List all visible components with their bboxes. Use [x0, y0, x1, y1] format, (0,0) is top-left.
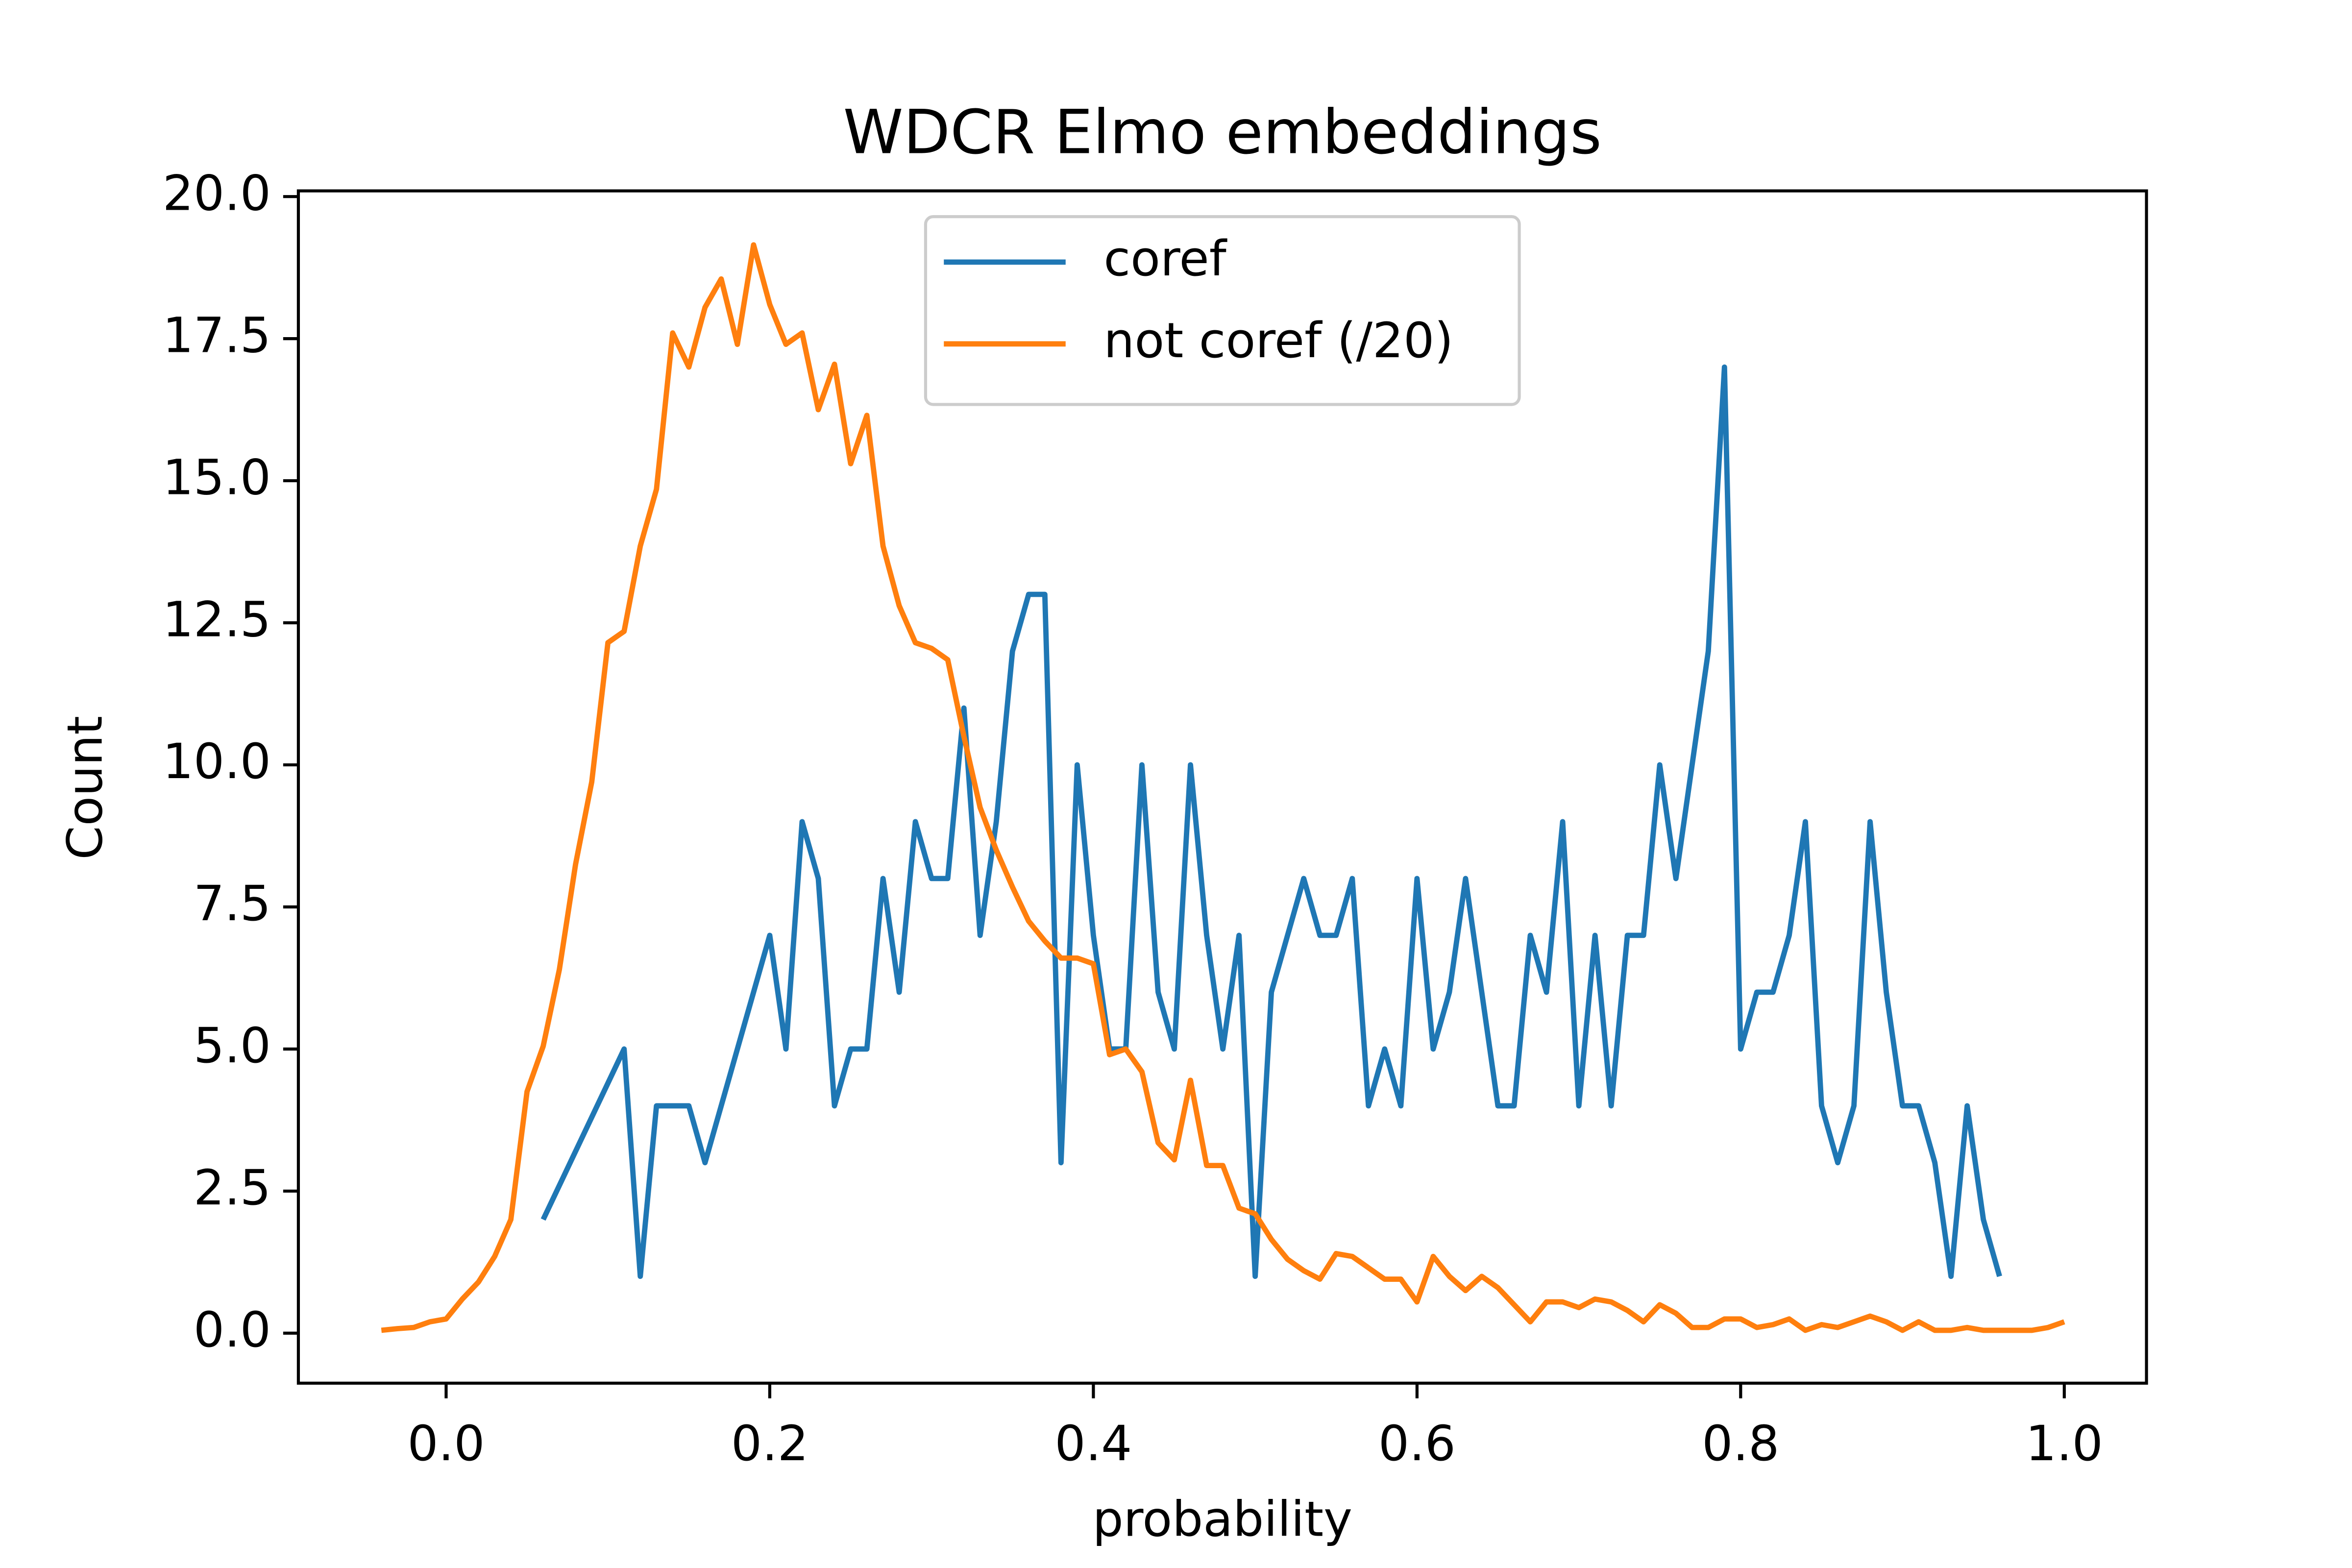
legend-label: not coref (/20): [1103, 313, 1453, 369]
y-tick-label: 0.0: [194, 1302, 271, 1358]
x-tick-label: 0.4: [1054, 1416, 1132, 1472]
y-tick-label: 5.0: [194, 1018, 271, 1074]
chart-title: WDCR Elmo embeddings: [843, 98, 1602, 168]
x-tick-label: 0.2: [731, 1416, 808, 1472]
x-tick-label: 0.0: [407, 1416, 485, 1472]
y-tick-label: 17.5: [163, 308, 271, 364]
plot-frame: [296, 189, 2148, 1385]
y-axis-label: Count: [57, 716, 113, 860]
legend-label: coref: [1103, 231, 1227, 287]
legend-box: [924, 215, 1521, 406]
x-tick-label: 1.0: [2026, 1416, 2103, 1472]
y-tick-label: 20.0: [163, 166, 271, 222]
y-tick-label: 15.0: [163, 450, 271, 506]
y-tick-label: 10.0: [163, 734, 271, 790]
y-tick-label: 2.5: [194, 1160, 271, 1216]
y-tick-label: 12.5: [163, 592, 271, 648]
x-tick-label: 0.6: [1378, 1416, 1456, 1472]
series-line: [540, 364, 2002, 1279]
x-tick-label: 0.8: [1702, 1416, 1779, 1472]
x-axis-label: probability: [1093, 1492, 1352, 1548]
series-line: [381, 242, 2065, 1333]
legend: coref not coref (/20): [924, 215, 1521, 406]
y-tick-label: 7.5: [194, 876, 271, 932]
